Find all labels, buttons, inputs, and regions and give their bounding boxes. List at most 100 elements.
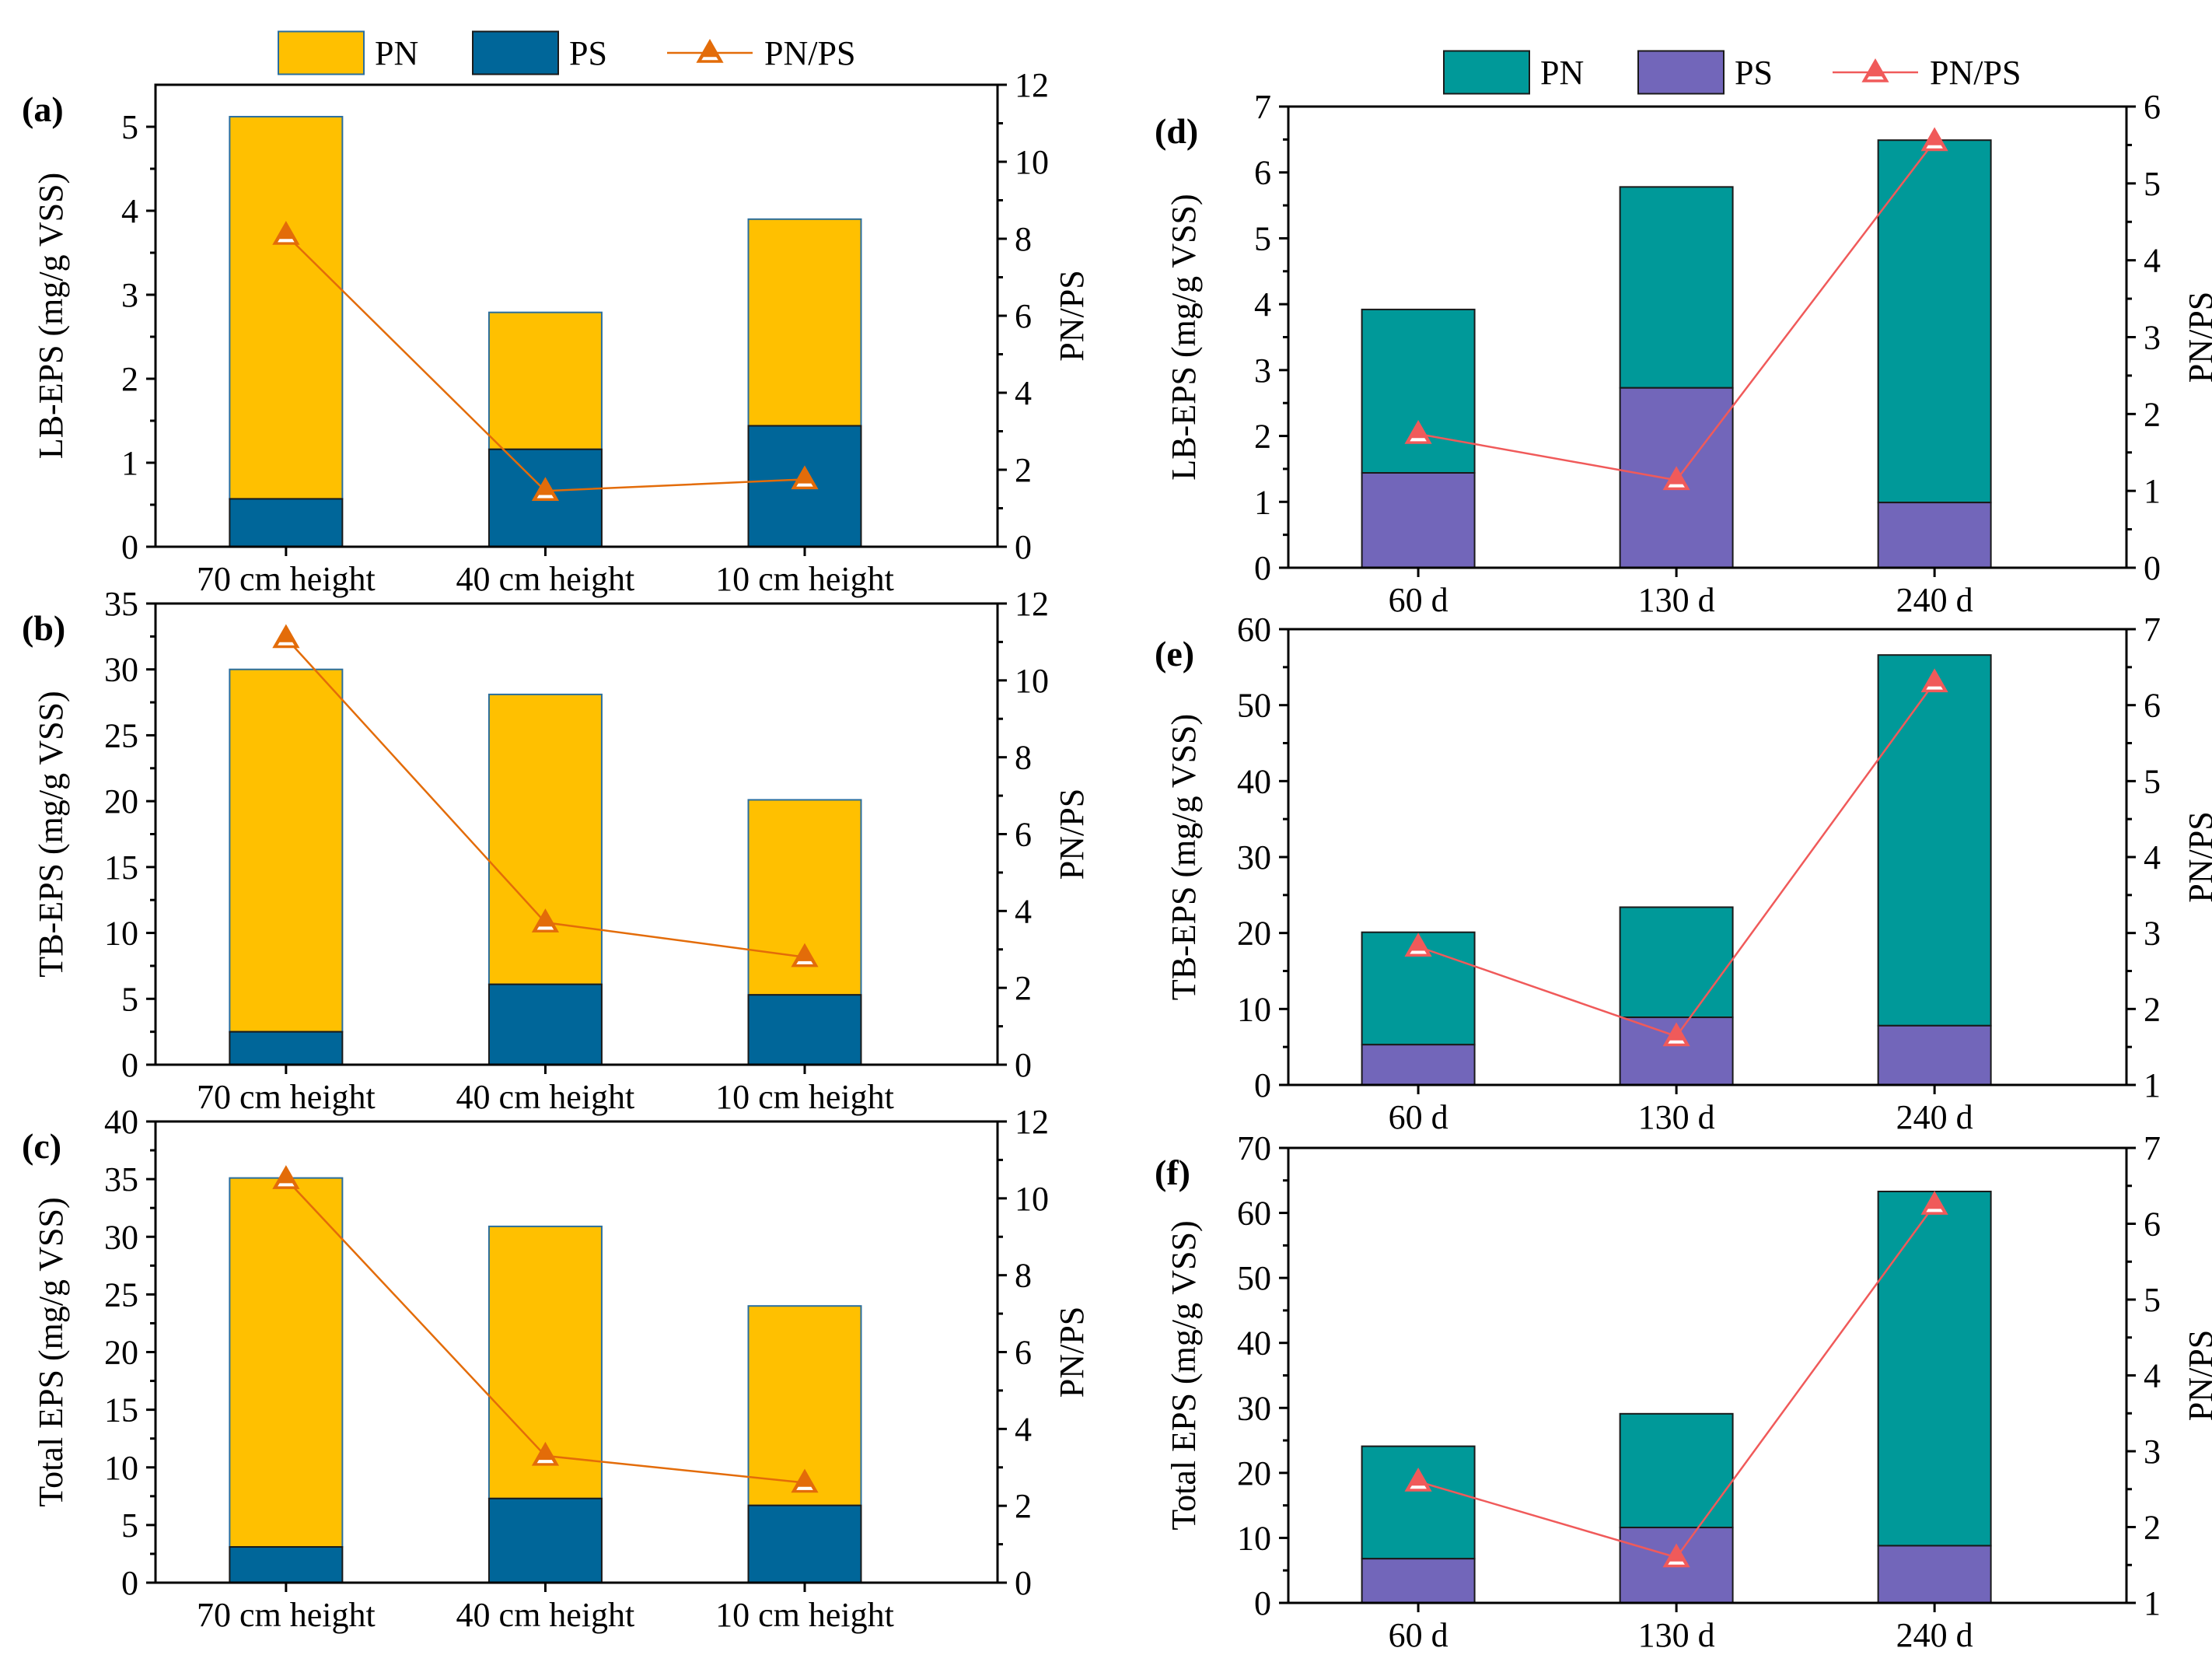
- y2-tick-label: 2: [1015, 1487, 1032, 1525]
- y-tick-label: 20: [104, 1334, 138, 1372]
- y-tick-label: 60: [1237, 1195, 1271, 1233]
- ratio-marker: [1920, 1191, 1948, 1215]
- x-tick-label: 60 d: [1389, 581, 1448, 619]
- x-tick-label: 40 cm height: [456, 560, 635, 598]
- y2-tick-label: 10: [1015, 143, 1049, 181]
- bar-ps: [229, 498, 344, 548]
- y-axis-label: LB-EPS (mg/g VSS): [1165, 194, 1203, 480]
- bar-pn: [1877, 139, 1992, 504]
- y2-tick-label: 6: [1015, 297, 1032, 335]
- bar-ps: [1877, 502, 1992, 569]
- y2-tick-label: 2: [1015, 969, 1032, 1007]
- y2-tick-label: 0: [1015, 528, 1032, 566]
- y2-tick-label: 4: [1015, 1410, 1032, 1448]
- y-axis-label: Total EPS (mg/g VSS): [1165, 1220, 1203, 1530]
- ratio-marker-highlight: [1410, 1485, 1427, 1489]
- bar-pn: [1361, 1445, 1476, 1560]
- y-tick-label: 5: [121, 980, 138, 1018]
- x-tick-label: 60 d: [1389, 1098, 1448, 1136]
- y2-tick-label: 4: [2144, 1357, 2161, 1395]
- y-tick-label: 40: [1237, 1324, 1271, 1363]
- y-tick-label: 0: [121, 1564, 138, 1602]
- y2-tick-label: 6: [1015, 816, 1032, 854]
- y-tick-label: 7: [1254, 88, 1271, 126]
- x-tick-label: 70 cm height: [197, 1596, 376, 1634]
- y-tick-label: 20: [104, 782, 138, 821]
- legend-swatch-ps: [472, 30, 559, 75]
- legend-swatch-ps: [1637, 50, 1725, 95]
- bar-pn: [1619, 906, 1734, 1019]
- y2-tick-label: 0: [1015, 1564, 1032, 1602]
- y-tick-label: 10: [1237, 990, 1271, 1028]
- bar-ps: [1361, 1558, 1476, 1604]
- y2-tick-label: 7: [2144, 1129, 2161, 1167]
- bar-pn: [229, 1177, 344, 1548]
- ratio-marker: [272, 1165, 300, 1189]
- ratio-marker: [1662, 1543, 1690, 1568]
- y2-tick-label: 6: [2144, 88, 2161, 126]
- panel-label: (f): [1155, 1153, 1190, 1192]
- bar-pn: [229, 116, 344, 500]
- y-tick-label: 3: [121, 276, 138, 314]
- legend-left: PN PS PN/PS: [278, 30, 855, 75]
- y2-tick-label: 6: [2144, 1205, 2161, 1244]
- bar-pn: [1877, 654, 1992, 1027]
- y-tick-label: 6: [1254, 154, 1271, 192]
- ratio-marker-highlight: [1668, 1040, 1685, 1044]
- ratio-marker: [1404, 420, 1432, 444]
- ratio-marker-highlight: [278, 1183, 295, 1187]
- y-tick-label: 4: [1254, 285, 1271, 324]
- ratio-marker-highlight: [536, 1460, 554, 1464]
- y2-tick-label: 10: [1015, 662, 1049, 700]
- bar-pn: [1877, 1190, 1992, 1547]
- y2-tick-label: 8: [1015, 739, 1032, 777]
- ratio-marker-highlight: [796, 1486, 813, 1490]
- ratio-marker: [1404, 1467, 1432, 1492]
- y-tick-label: 0: [121, 528, 138, 566]
- bar-ps: [229, 1030, 344, 1065]
- y-tick-label: 30: [1237, 1389, 1271, 1427]
- y2-tick-label: 10: [1015, 1180, 1049, 1218]
- ratio-marker: [531, 477, 560, 501]
- y-tick-label: 10: [104, 1449, 138, 1487]
- y-tick-label: 0: [121, 1046, 138, 1084]
- chart-panel-2: 0 5 10 15 20 25 30 35 0 2 4 6 8 10 12 70 cm height 40 cm…: [22, 585, 1091, 1116]
- bar-ps: [229, 1546, 344, 1583]
- chart-panel-5: 0 10 20 30 40 50 60 1 2 3 4 5 6 7 60 d 130 d 240 d TB-EPS…: [1155, 611, 2212, 1136]
- y-axis-label: Total EPS (mg/g VSS): [32, 1197, 70, 1506]
- legend-marker-highlight: [701, 57, 718, 61]
- chart-panel-3: 0 5 10 15 20 25 30 35 40 0 2 4 6 8 10 12 70 cm height 40 …: [22, 1103, 1091, 1634]
- y2-tick-label: 8: [1015, 220, 1032, 258]
- ratio-marker-highlight: [278, 642, 295, 646]
- bar-ps: [1361, 472, 1476, 569]
- y2-tick-label: 0: [2144, 549, 2161, 587]
- ratio-marker-highlight: [278, 239, 295, 243]
- x-tick-label: 10 cm height: [715, 1078, 894, 1116]
- ratio-marker-highlight: [1410, 950, 1427, 954]
- y2-tick-label: 5: [2144, 762, 2161, 800]
- y-tick-label: 70: [1237, 1129, 1271, 1167]
- y-axis-label: TB-EPS (mg/g VSS): [1165, 714, 1203, 1000]
- bar-ps: [487, 1497, 603, 1583]
- y-tick-label: 0: [1254, 549, 1271, 587]
- ratio-marker-highlight: [1410, 438, 1427, 442]
- legend-marker-highlight: [1867, 76, 1884, 80]
- legend-label-ratio: PN/PS: [764, 34, 855, 72]
- y-tick-label: 35: [104, 1160, 138, 1198]
- y2-tick-label: 7: [2144, 611, 2161, 649]
- y-tick-label: 0: [1254, 1066, 1271, 1104]
- panel-label: (d): [1155, 111, 1198, 151]
- bar-pn: [487, 693, 603, 985]
- y2-tick-label: 2: [2144, 990, 2161, 1028]
- y2-axis-label: PN/PS: [2182, 1330, 2212, 1421]
- y2-tick-label: 3: [2144, 319, 2161, 357]
- y-tick-label: 20: [1237, 1454, 1271, 1492]
- y2-tick-label: 12: [1015, 66, 1049, 104]
- x-tick-label: 10 cm height: [715, 560, 894, 598]
- y-tick-label: 5: [1254, 219, 1271, 257]
- x-tick-label: 70 cm height: [197, 560, 376, 598]
- ratio-marker-highlight: [1668, 484, 1685, 488]
- bar-pn: [747, 218, 862, 427]
- bar-ps: [487, 983, 603, 1065]
